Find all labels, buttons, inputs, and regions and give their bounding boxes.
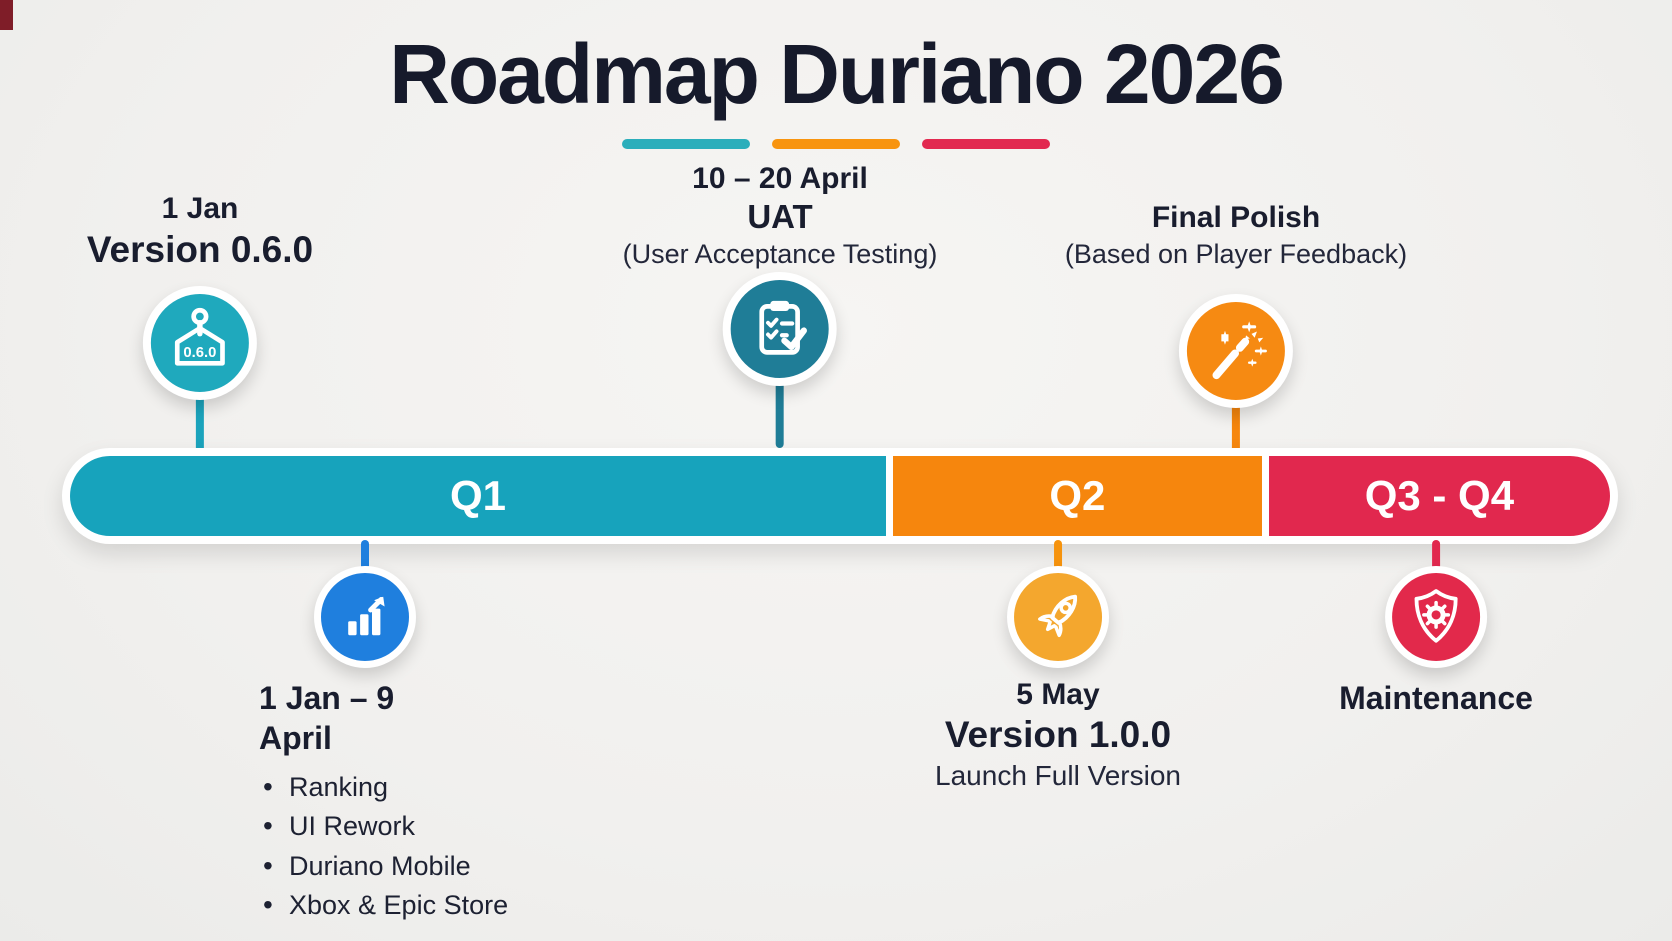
timeline-segment-q1: Q1: [70, 456, 886, 536]
milestone-final-polish-text: Final Polish (Based on Player Feedback): [1065, 160, 1407, 294]
milestone-subtitle: (User Acceptance Testing): [622, 238, 938, 269]
milestone-version-060-text: 1 Jan Version 0.6.0: [87, 160, 313, 286]
timeline-segment-q3q4: Q3 - Q4: [1268, 456, 1610, 536]
segment-label: Q2: [1049, 472, 1106, 519]
milestone-uat: 10 – 20 April UAT (User Acceptance Testi…: [623, 160, 938, 448]
version-tag-icon: 0.6.0: [161, 304, 239, 382]
underline-dash-orange: [772, 139, 900, 149]
connector-line: [196, 394, 204, 462]
milestone-circle: [314, 566, 416, 668]
milestone-heading: 1 Jan – 9 April: [259, 680, 395, 756]
connector-line: [776, 380, 784, 448]
milestone-launch: 5 May Version 1.0.0 Launch Full Version: [935, 540, 1181, 795]
list-item: Xbox & Epic Store: [259, 885, 508, 926]
milestone-heading: Maintenance: [1339, 680, 1533, 716]
milestone-title: UAT: [747, 198, 813, 236]
page-title: Roadmap Duriano 2026: [389, 27, 1285, 121]
milestone-date: 10 – 20 April: [692, 161, 868, 195]
milestone-date: 1 Jan: [161, 192, 239, 226]
segment-label: Q1: [449, 472, 506, 519]
connector-line: [1431, 540, 1440, 572]
milestone-title: Version 1.0.0: [944, 714, 1172, 755]
list-item: UI Rework: [259, 806, 471, 847]
underline-dash-teal: [622, 139, 750, 149]
milestone-title: Final Polish: [1151, 201, 1321, 235]
magic-wand-icon: [1197, 312, 1275, 390]
list-item: Duriano Mobile: [259, 846, 471, 887]
growth-chart-icon: [330, 582, 400, 652]
milestone-subtitle: (Based on Player Feedback): [1064, 238, 1408, 269]
clipboard-check-icon: [741, 290, 819, 368]
milestone-circle: [1007, 566, 1109, 668]
shield-gear-icon: [1401, 582, 1471, 652]
rocket-icon: [1023, 582, 1093, 652]
milestone-date: 5 May: [1016, 678, 1100, 711]
milestone-subtitle: Launch Full Version: [935, 760, 1181, 792]
milestone-circle: [1179, 294, 1293, 408]
milestone-circle: 0.6.0: [143, 286, 257, 400]
timeline-bar: Q1 Q2 Q3 - Q4: [62, 448, 1618, 544]
milestone-title: Version 0.6.0: [86, 228, 314, 270]
milestone-circle: [723, 272, 837, 386]
milestone-version-060: 1 Jan Version 0.6.0 0.6.0: [87, 160, 313, 462]
connector-line: [1232, 402, 1240, 470]
milestone-uat-text: 10 – 20 April UAT (User Acceptance Testi…: [623, 160, 938, 272]
milestone-final-polish: Final Polish (Based on Player Feedback): [1065, 160, 1407, 470]
milestone-maintenance-text: Maintenance: [1339, 678, 1533, 718]
list-item: Ranking: [259, 767, 471, 808]
underline-dash-red: [922, 139, 1050, 149]
milestone-circle: [1384, 566, 1487, 668]
feature-list: Ranking UI Rework Duriano Mobile Xbox & …: [259, 767, 508, 927]
connector-line: [361, 540, 369, 572]
timeline-segment-q2: Q2: [892, 456, 1262, 536]
svg-text:0.6.0: 0.6.0: [184, 345, 217, 361]
connector-line: [1054, 540, 1062, 572]
milestone-maintenance: Maintenance: [1339, 540, 1533, 718]
segment-label: Q3 - Q4: [1364, 472, 1515, 519]
milestone-q1-work: 1 Jan – 9 April Ranking UI Rework Durian…: [259, 540, 508, 927]
corner-artifact: [0, 0, 13, 30]
milestone-launch-text: 5 May Version 1.0.0 Launch Full Version: [935, 678, 1181, 795]
title-underline: [622, 139, 1050, 149]
